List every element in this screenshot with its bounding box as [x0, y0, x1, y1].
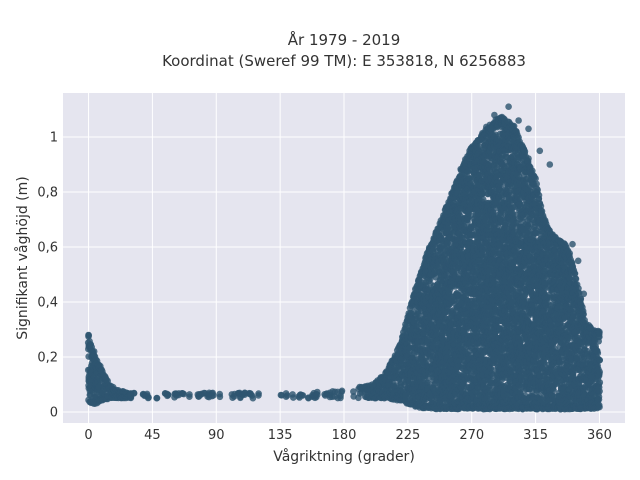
- data-point: [337, 394, 344, 402]
- data-point: [255, 392, 262, 399]
- data-point: [180, 390, 188, 398]
- data-point: [338, 387, 346, 395]
- data-point: [298, 392, 306, 399]
- data-point: [290, 394, 297, 401]
- chart-title: År 1979 - 2019: [288, 30, 401, 49]
- data-point: [186, 393, 193, 401]
- data-point: [145, 394, 152, 401]
- data-point: [429, 247, 437, 255]
- data-point: [130, 389, 138, 397]
- data-point: [248, 392, 256, 399]
- data-points: [84, 103, 604, 413]
- data-point: [314, 391, 321, 399]
- data-point: [153, 394, 161, 402]
- chart-subtitle: Koordinat (Sweref 99 TM): E 353818, N 62…: [162, 52, 526, 70]
- data-point: [350, 388, 357, 395]
- data-point: [164, 391, 172, 399]
- data-point: [216, 390, 223, 398]
